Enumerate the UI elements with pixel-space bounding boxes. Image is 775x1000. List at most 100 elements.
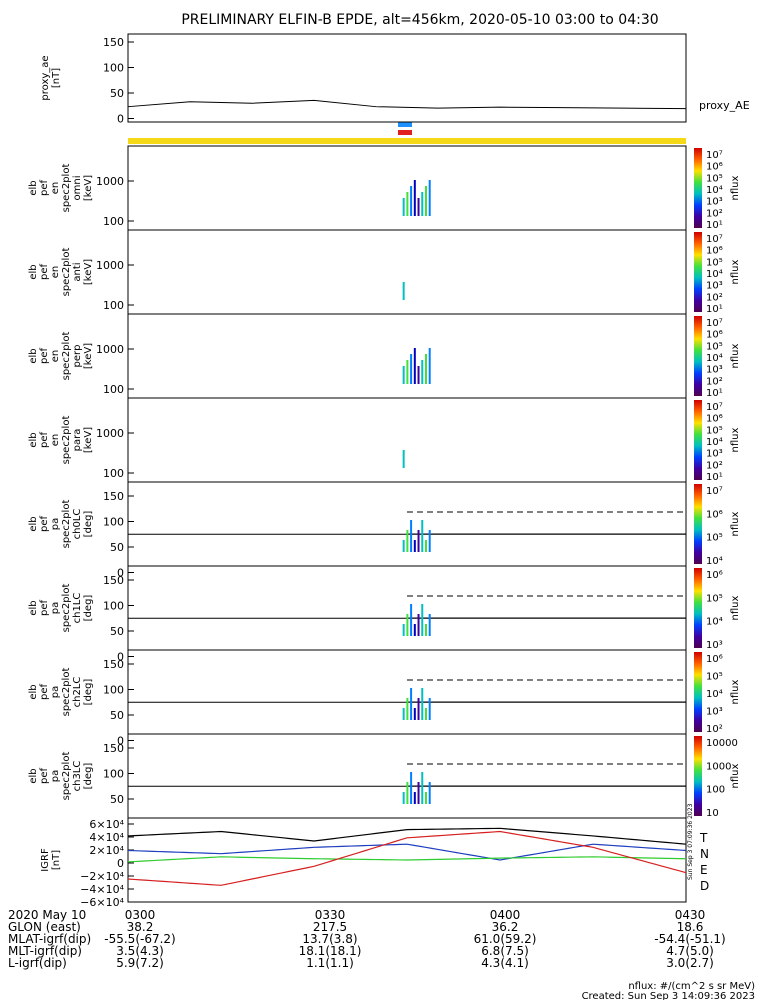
panel-ylabel-line: [deg] xyxy=(83,511,94,538)
igrf-series-T xyxy=(127,827,687,845)
panel-ylabel-line: elb xyxy=(28,180,39,195)
panel-ylabel-line: pef xyxy=(39,768,50,785)
panel-ylabel-line: [deg] xyxy=(83,679,94,706)
side-timestamp: Sun Sep 3 07:09:36 2023 xyxy=(687,803,694,880)
colorbar-tick: 10⁶ xyxy=(706,509,723,520)
y-tick-label: −2×10⁴ xyxy=(80,870,124,883)
panel-ylabel-line: [keV] xyxy=(83,259,94,285)
colorbar-label: nflux xyxy=(730,511,741,536)
colorbar xyxy=(694,568,702,648)
y-tick-label: 150 xyxy=(103,658,124,671)
panel-ylabel-line: [nT] xyxy=(51,850,62,870)
panel-ylabel-line: [keV] xyxy=(83,427,94,453)
colorbar-label: nflux xyxy=(730,763,741,788)
xaxis-row-value: 61.0(59.2) xyxy=(474,932,537,946)
colorbar-tick: 10⁶ xyxy=(706,414,723,425)
spectrum-pixel xyxy=(413,708,416,720)
colorbar-tick: 1000 xyxy=(706,761,731,772)
spectrum-pixel xyxy=(417,782,420,804)
colorbar-tick: 10³ xyxy=(706,707,723,718)
colorbar-tick: 10⁵ xyxy=(706,257,723,268)
colorbar-tick: 10⁶ xyxy=(706,654,723,665)
y-tick-label: 50 xyxy=(110,541,124,554)
colorbar-tick: 10¹ xyxy=(706,472,723,483)
proxy-ae-label: proxy_AE xyxy=(699,99,750,112)
panel-ylabel-line: ch3LC xyxy=(72,761,83,792)
spectrum-pixel xyxy=(421,360,424,384)
science-zone-marker-blue xyxy=(398,122,412,127)
xaxis-row-value: 3.5(4.3) xyxy=(116,944,164,958)
panel-ylabel-line: omni xyxy=(72,176,83,201)
xaxis-row-value: 13.7(3.8) xyxy=(302,932,357,946)
spectrum-pixel xyxy=(424,186,427,216)
panel-ylabel-line: ch0LC xyxy=(72,509,83,540)
xaxis-row-value: 0330 xyxy=(315,908,346,922)
spectrum-pixel xyxy=(413,348,416,384)
panel-ylabel-line: [keV] xyxy=(83,343,94,369)
panel-frame xyxy=(127,481,687,567)
colorbar-tick: 10⁶ xyxy=(706,570,723,581)
colorbar-tick: 10⁷ xyxy=(706,234,723,245)
colorbar-label: nflux xyxy=(730,343,741,368)
y-tick-label: −6×10⁴ xyxy=(80,896,124,909)
colorbar-tick: 10¹ xyxy=(706,220,723,231)
colorbar xyxy=(694,736,702,816)
colorbar-label: nflux xyxy=(730,175,741,200)
panel-ylabel-line: [deg] xyxy=(83,595,94,622)
panel-ylabel-line: en xyxy=(50,182,61,195)
colorbar-tick: 10¹ xyxy=(706,388,723,399)
xaxis-row-value: 38.2 xyxy=(127,920,154,934)
xaxis-row-value: 0400 xyxy=(490,908,521,922)
y-tick-label: 100 xyxy=(103,62,124,75)
panel-4: elb pef en spec2plot para [keV] 100010010⁷10⁶1… xyxy=(28,397,741,483)
xaxis-row-label: GLON (east) xyxy=(8,920,81,934)
spectrum-pixel xyxy=(406,530,409,552)
xaxis-row-value: 4.3(4.1) xyxy=(481,956,529,970)
colorbar xyxy=(694,652,702,732)
spectrum-pixel xyxy=(424,354,427,384)
igrf-component-N: N xyxy=(700,847,709,861)
spectrum-pixel xyxy=(402,624,405,636)
science-zone-marker-red xyxy=(398,130,412,135)
colorbar-tick: 10⁵ xyxy=(706,341,723,352)
footer-created: Created: Sun Sep 3 14:09:36 2023 xyxy=(582,991,755,1000)
xaxis-row-value: -55.5(-67.2) xyxy=(104,932,175,946)
panel-7: elb pef pa spec2plot ch2LC [deg] 150 100 50 0 10⁶ 1… xyxy=(28,649,741,748)
panel-0: proxy_ae [nT] 150 100 50 0 proxy_AE xyxy=(40,33,750,126)
panel-ylabel-line: pef xyxy=(39,516,50,533)
spectrum-pixel xyxy=(421,688,424,720)
colorbar-tick: 10000 xyxy=(706,738,738,749)
panel-ylabel-line: en xyxy=(50,266,61,279)
xaxis-row-value: 5.9(7.2) xyxy=(116,956,164,970)
spectrum-pixel xyxy=(402,708,405,720)
panel-ylabel-line: pef xyxy=(39,180,50,197)
colorbar-tick: 10⁵ xyxy=(706,672,723,683)
igrf-component-E: E xyxy=(700,863,708,877)
colorbar-tick: 10³ xyxy=(706,449,723,460)
spectrum-pixel xyxy=(413,792,416,804)
spectrum-pixel xyxy=(406,782,409,804)
y-tick-label: 150 xyxy=(103,490,124,503)
spectrum-pixel xyxy=(421,772,424,804)
colorbar-tick: 10⁶ xyxy=(706,330,723,341)
panel-ylabel-line: spec2plot xyxy=(61,584,72,633)
spectrum-pixel xyxy=(428,530,431,552)
spectrum-pixel xyxy=(413,540,416,552)
panel-ylabel-line: pa xyxy=(50,518,61,530)
panel-ylabel-line: para xyxy=(72,429,83,452)
y-tick-label: 1000 xyxy=(96,427,124,440)
y-tick-label: 100 xyxy=(103,768,124,781)
xaxis-row-label: MLAT-igrf(dip) xyxy=(8,932,91,946)
spectrum-pixel xyxy=(410,688,413,720)
panel-frame xyxy=(127,229,687,315)
spectrum-pixel xyxy=(424,708,427,720)
panel-ylabel-line: elb xyxy=(28,516,39,531)
panel-frame xyxy=(127,145,687,231)
panel-5: elb pef pa spec2plot ch0LC [deg] 150 100 50 0 10⁷ 1… xyxy=(28,481,741,580)
orbit-bar xyxy=(128,138,686,144)
y-tick-label: 150 xyxy=(103,36,124,49)
spectrum-pixel xyxy=(428,782,431,804)
spectrum-pixel xyxy=(424,792,427,804)
spectrum-pixel xyxy=(402,540,405,552)
y-tick-label: 100 xyxy=(103,383,124,396)
